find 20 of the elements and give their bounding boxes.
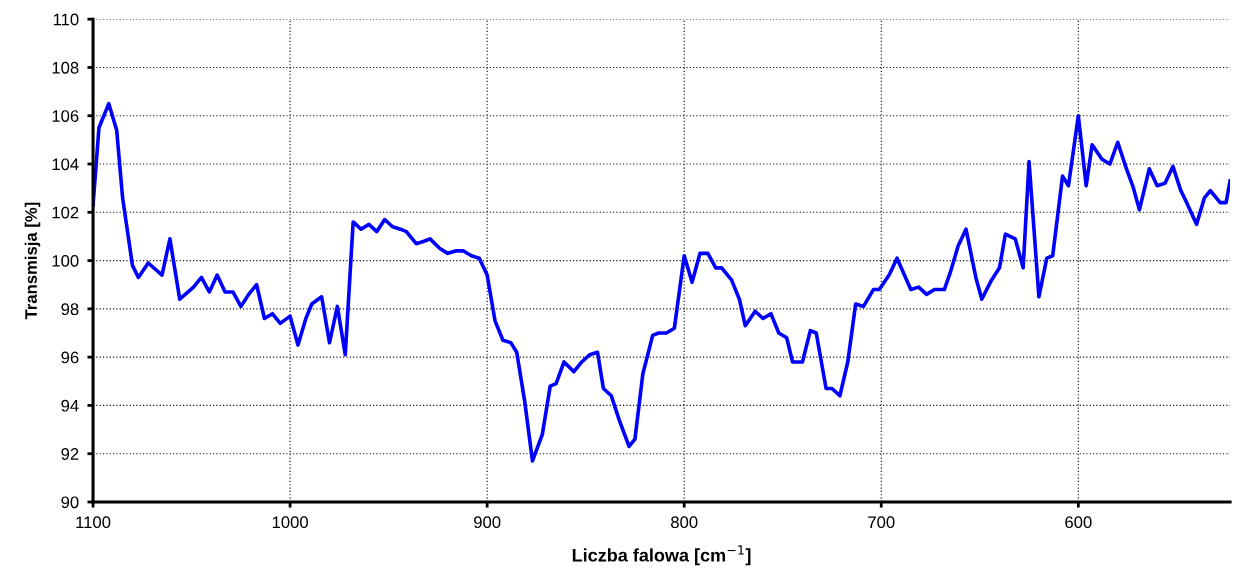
- y-tick-label: 94: [61, 399, 79, 412]
- y-tick-label: 104: [52, 158, 79, 171]
- x-tick-label: 900: [474, 516, 501, 529]
- x-tick-label: 800: [671, 516, 698, 529]
- y-tick-label: 102: [52, 206, 79, 219]
- y-axis-title: Transmisja [%]: [24, 202, 41, 320]
- line-series: [93, 101, 1231, 463]
- y-tick-label: 106: [52, 110, 79, 122]
- y-tick-label: 98: [61, 303, 79, 316]
- x-tick-label: 1100: [76, 516, 111, 529]
- x-tick-label: 1000: [272, 516, 308, 529]
- y-tick-label: 110: [53, 13, 79, 26]
- y-tick-label: 96: [61, 351, 79, 364]
- y-tick-label: 90: [61, 496, 79, 509]
- y-tick-label: 92: [61, 448, 79, 460]
- x-tick-label: 700: [868, 516, 895, 529]
- x-axis-title: Liczba falowa [cm$^{−1}$]: [572, 545, 751, 566]
- y-tick-label: 100: [52, 254, 79, 267]
- y-tick-label: 108: [52, 61, 79, 74]
- x-tick-label: 600: [1065, 516, 1092, 529]
